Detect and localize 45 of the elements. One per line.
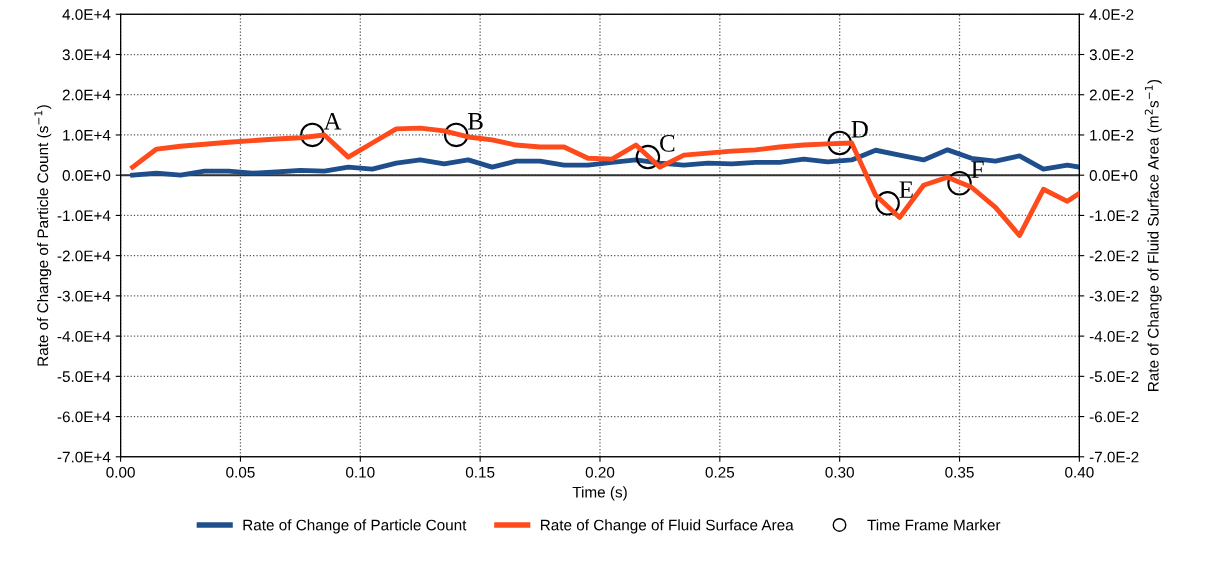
legend-label: Rate of Change of Particle Count [243, 519, 467, 534]
y2-tick-label: 0.0E+0 [1089, 170, 1138, 181]
x-tick-label: 0.05 [226, 466, 255, 478]
x-tick-label: 0.30 [825, 466, 854, 478]
x-tick-label: 0.20 [585, 466, 615, 478]
annotation: C [660, 134, 675, 152]
y2-tick-label: 2.0E-2 [1089, 89, 1134, 101]
y2-tick-label: 3.0E-2 [1089, 49, 1134, 61]
x-axis-title: Time (s) [572, 486, 627, 501]
annotation: D [851, 121, 868, 138]
y-tick-label: 2.0E+4 [62, 89, 111, 101]
y2-tick-label: -3.0E-2 [1089, 290, 1139, 302]
y-tick-label: -4.0E+4 [57, 330, 111, 342]
y-tick-label: -3.0E+4 [57, 290, 111, 302]
y-tick-label: -5.0E+4 [57, 371, 111, 383]
y-axis-title: Rate of Change of Particle Count (s$^{−1}$) [34, 105, 52, 366]
x-tick-label: 0.40 [1065, 466, 1094, 478]
y2-tick-label: -5.0E-2 [1089, 371, 1139, 383]
annotation: B [468, 113, 483, 130]
y-tick-label: -1.0E+4 [57, 210, 111, 222]
y-tick-label: 1.0E+4 [63, 129, 111, 141]
y-tick-label: -7.0E+4 [57, 451, 111, 463]
y2-tick-label: -2.0E-2 [1089, 250, 1139, 262]
annotation: E [899, 181, 913, 198]
y2-tick-label: 4.0E-2 [1089, 9, 1134, 20]
y2-tick-label: 1.0E-2 [1090, 129, 1134, 141]
x-tick-label: 0.15 [465, 466, 495, 478]
y2-axis-title: Rate of Change of Fluid Surface Area (m$^{2}$s$^{−1}$) [1144, 79, 1162, 391]
x-tick-label: 0.00 [106, 466, 135, 478]
y2-tick-label: -4.0E-2 [1089, 330, 1139, 342]
annotation: A [323, 112, 342, 130]
y-tick-label: 3.0E+4 [62, 49, 111, 61]
annotation: F [971, 161, 984, 178]
legend-label: Time Frame Marker [867, 519, 1001, 531]
x-tick-label: 0.35 [945, 466, 974, 478]
legend-label: Rate of Change of Fluid Surface Area [541, 519, 794, 534]
y-tick-label: -6.0E+4 [57, 411, 111, 423]
y2-tick-label: -6.0E-2 [1089, 411, 1139, 423]
y2-tick-label: -7.0E-2 [1089, 451, 1139, 463]
y-tick-label: 0.0E+0 [62, 170, 111, 181]
y-tick-label: 4.0E+4 [62, 9, 111, 20]
y2-tick-label: -1.0E-2 [1089, 210, 1139, 222]
x-tick-label: 0.10 [346, 466, 375, 478]
y-tick-label: -2.0E+4 [57, 250, 111, 262]
x-tick-label: 0.25 [705, 466, 735, 478]
